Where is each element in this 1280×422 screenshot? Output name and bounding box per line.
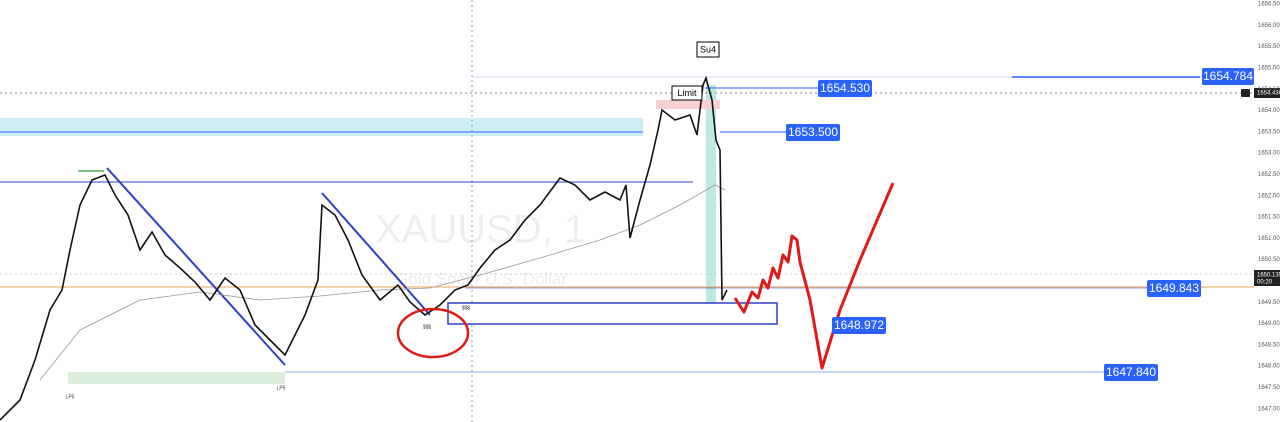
level-label-box — [786, 124, 840, 141]
watermark-description: Gold Spot / U.S. Dollar — [395, 269, 567, 288]
level-label-box — [818, 80, 872, 97]
watermark-symbol: XAUUSD, 1 — [375, 208, 586, 252]
level-label-box — [1202, 68, 1254, 85]
crosshair-price-box — [1254, 88, 1280, 98]
moving-average — [39, 184, 726, 381]
annotation: LP5 — [277, 385, 286, 391]
trend-line — [321, 192, 431, 316]
trend-line — [106, 167, 286, 366]
highlight-column — [706, 85, 716, 322]
price-axis-label: 1656.000 — [1258, 23, 1280, 29]
crosshair-button[interactable] — [1241, 89, 1250, 97]
price-axis-label: 1654.500 — [1258, 87, 1280, 93]
level-label: 1649.843 — [1149, 281, 1199, 295]
annotation: LP5 — [66, 394, 75, 400]
price-axis-label: 1655.000 — [1258, 65, 1280, 71]
level-label: 1654.784 — [1203, 69, 1253, 83]
price-axis-label: 1653.500 — [1258, 129, 1280, 135]
level-label: 1654.530 — [820, 81, 870, 95]
annotation-box — [696, 41, 720, 58]
price-axis-label: 1650.500 — [1258, 257, 1280, 263]
supply-zone — [0, 118, 643, 136]
price-axis-label: 1648.500 — [1258, 342, 1280, 348]
projection-path — [733, 182, 895, 370]
annotation: Limit — [677, 88, 697, 98]
countdown: 00:20 — [1257, 280, 1273, 286]
highlight-circle — [396, 307, 470, 359]
current-price: 1650.135 — [1257, 273, 1280, 279]
annotation-box — [671, 85, 703, 101]
price-axis-label: 1652.000 — [1258, 193, 1280, 199]
crosshair-price: 1654.436 — [1257, 91, 1280, 97]
level-label: 1647.840 — [1106, 365, 1156, 379]
level-label-box — [832, 317, 886, 334]
level-label: 1648.972 — [834, 318, 884, 332]
price-axis-label: 1651.000 — [1258, 236, 1280, 242]
level-label-box — [1104, 364, 1158, 381]
price-axis-label: 1654.000 — [1258, 108, 1280, 114]
price-series — [0, 75, 728, 421]
price-axis-label: 1648.000 — [1258, 364, 1280, 370]
price-axis-label: 1647.500 — [1258, 385, 1280, 391]
annotation: $$$ — [423, 324, 432, 330]
level-label-box — [1147, 280, 1201, 297]
price-axis-label: 1649.500 — [1258, 300, 1280, 306]
annotation: $$$ — [462, 305, 471, 311]
price-axis-label: 1649.000 — [1258, 321, 1280, 327]
price-axis-label: 1652.500 — [1258, 172, 1280, 178]
price-axis-label: 1647.000 — [1258, 406, 1280, 412]
price-axis-label: 1653.000 — [1258, 151, 1280, 157]
price-axis-label: 1651.500 — [1258, 215, 1280, 221]
limit-zone — [656, 100, 720, 109]
target-box — [447, 302, 778, 325]
price-axis-label: 1655.500 — [1258, 44, 1280, 50]
annotation: Su4 — [700, 44, 716, 54]
level-label: 1653.500 — [788, 125, 838, 139]
current-price-box — [1254, 270, 1280, 286]
price-axis-label: 1656.500 — [1258, 2, 1280, 8]
demand-zone — [68, 372, 285, 384]
